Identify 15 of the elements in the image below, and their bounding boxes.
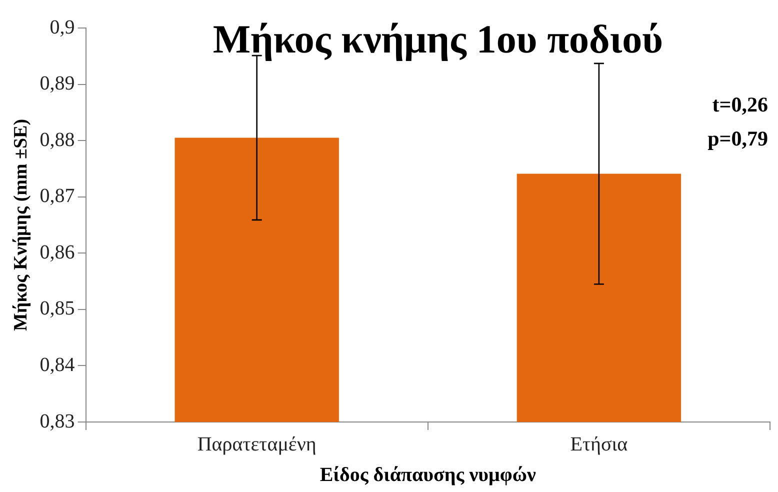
y-tick-label: 0,9 — [50, 16, 75, 38]
y-tick-label: 0,83 — [40, 410, 75, 432]
x-axis-title: Είδος διάπαυσης νυμφών — [320, 464, 536, 486]
y-tick-label: 0,84 — [40, 354, 75, 376]
y-tick-label: 0,85 — [40, 298, 75, 320]
x-tick-label: Παρατεταμένη — [197, 433, 316, 456]
annotation: p=0,79 — [708, 126, 768, 150]
y-axis-title: Μήκος Κνήμης (mm ±SE) — [10, 118, 32, 332]
y-tick-label: 0,89 — [40, 72, 75, 95]
y-tick-label: 0,87 — [40, 185, 75, 208]
x-tick-label: Ετήσια — [570, 433, 628, 456]
y-tick-label: 0,88 — [40, 128, 75, 151]
y-tick-label: 0,86 — [40, 241, 75, 264]
annotation: t=0,26 — [712, 92, 768, 116]
chart-title: Μήκος κνήμης 1ου ποδιού — [212, 16, 663, 62]
